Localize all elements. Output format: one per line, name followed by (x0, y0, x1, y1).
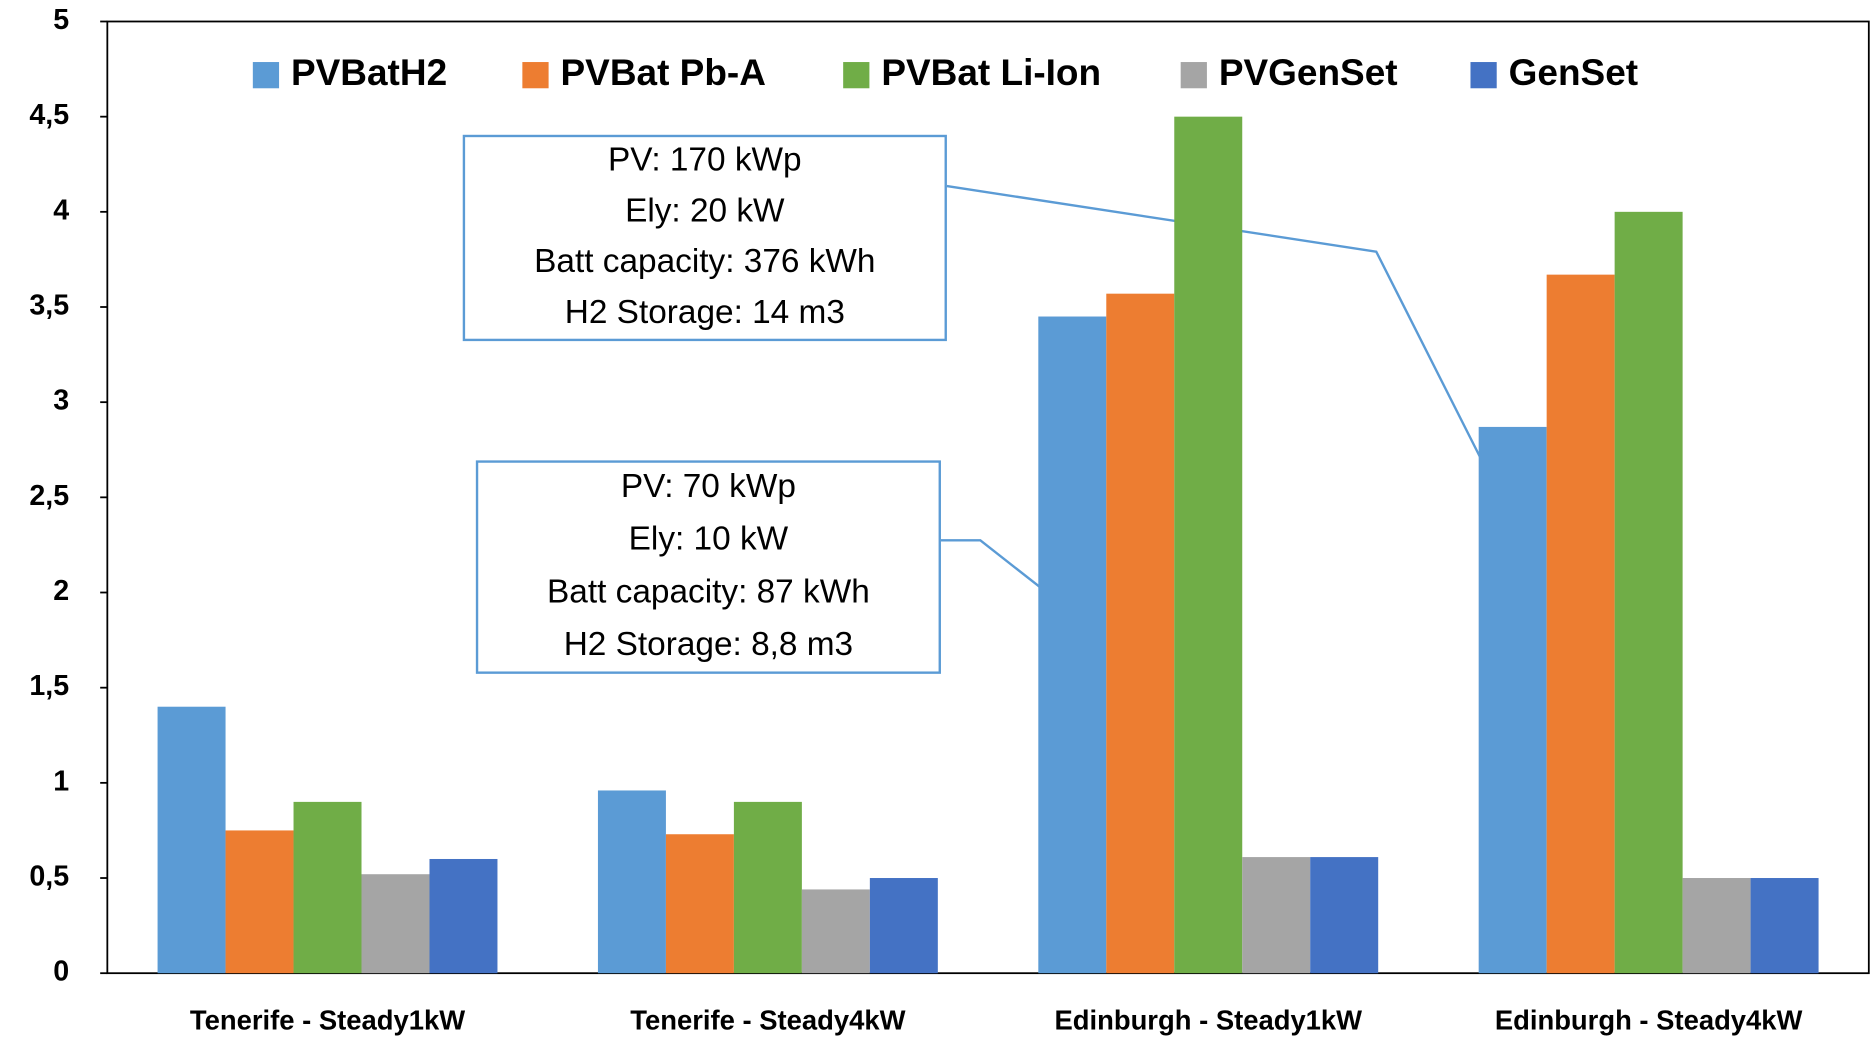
annotation-text: H2 Storage: 8,8 m3 (564, 626, 853, 663)
bar (597, 790, 666, 974)
legend-label: PVGenSet (1219, 52, 1398, 93)
bar (1310, 857, 1379, 974)
legend-label: GenSet (1509, 52, 1638, 93)
bar (1242, 857, 1311, 974)
x-tick-label: Edinburgh - Steady4kW (1495, 1004, 1803, 1035)
bar (665, 834, 734, 974)
legend-swatch (1180, 62, 1207, 89)
bar (1614, 211, 1683, 974)
annotation-text: H2 Storage: 14 m3 (565, 294, 845, 331)
y-tick-label: 0 (53, 956, 69, 988)
annotation-text: PV: 170 kWp (608, 141, 802, 178)
legend-swatch (252, 62, 280, 89)
x-tick-label: Edinburgh - Steady1kW (1054, 1004, 1362, 1035)
callout-line (940, 539, 1048, 594)
bar (1682, 878, 1751, 974)
legend-label: PVBat Li-Ion (881, 52, 1101, 93)
annotation-text: Ely: 10 kW (629, 521, 789, 558)
bar (1478, 426, 1547, 974)
bar (429, 858, 498, 974)
bar (225, 830, 294, 974)
y-tick-label: 1,5 (29, 670, 69, 702)
annotation-text: Batt capacity: 87 kWh (547, 573, 870, 610)
bar (1038, 316, 1107, 974)
y-tick-label: 1 (53, 765, 69, 797)
annotation-box (462, 134, 947, 342)
bar (733, 801, 802, 974)
y-tick-label: 2,5 (29, 480, 69, 512)
annotation-text: Ely: 20 kW (625, 192, 785, 229)
legend-swatch (522, 62, 549, 89)
legend-label: PVBatH2 (291, 52, 447, 93)
bar (1750, 878, 1819, 974)
legend-label: PVBat Pb-A (561, 52, 766, 93)
y-tick-label: 5 (53, 4, 69, 36)
annotation-box (475, 460, 941, 674)
annotation-text: PV: 70 kWp (621, 468, 796, 505)
bar (801, 889, 870, 974)
bar (361, 874, 430, 974)
y-tick-label: 2 (53, 575, 69, 607)
bar (869, 878, 938, 974)
x-tick-label: Tenerife - Steady4kW (630, 1004, 905, 1035)
annotation-text: Batt capacity: 376 kWh (534, 243, 875, 280)
bar (157, 706, 226, 974)
legend-swatch (1470, 62, 1497, 89)
y-tick-label: 3 (53, 385, 69, 417)
legend-swatch (843, 62, 870, 89)
bar (1106, 293, 1175, 974)
y-tick-label: 4,5 (29, 99, 69, 131)
y-tick-label: 4 (53, 194, 69, 226)
y-tick-label: 3,5 (29, 290, 69, 322)
x-tick-label: Tenerife - Steady1kW (190, 1004, 465, 1035)
bar (293, 801, 362, 974)
bar (1546, 274, 1615, 974)
y-tick-label: 0,5 (29, 861, 69, 893)
bar (1174, 116, 1243, 974)
callout-line (946, 184, 1490, 475)
